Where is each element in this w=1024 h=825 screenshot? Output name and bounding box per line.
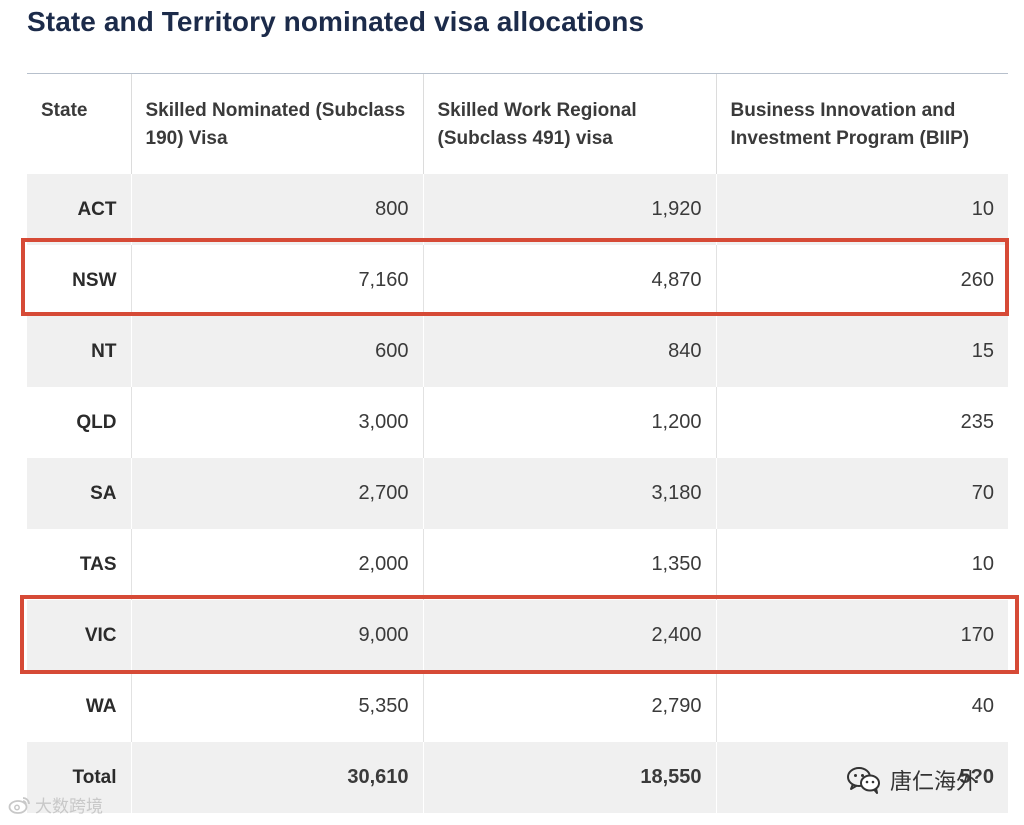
biip-cell: 15: [715, 316, 1008, 387]
table-row: WA 5,350 2,790 40: [27, 671, 1008, 742]
sc491-cell: 2,790: [422, 671, 716, 742]
weibo-icon: [8, 795, 32, 815]
wechat-watermark-text: 唐仁海外: [890, 769, 979, 794]
weibo-watermark-text: 大数跨境: [35, 797, 103, 816]
biip-cell: 235: [715, 387, 1008, 458]
total-label-cell: Total: [27, 742, 131, 813]
visa-allocation-table: State Skilled Nominated (Subclass 190) V…: [27, 74, 1008, 813]
sc190-cell: 9,000: [130, 600, 423, 671]
table-row: ACT 800 1,920 10: [27, 174, 1008, 245]
sc491-cell: 3,180: [422, 458, 716, 529]
header-subclass-190: Skilled Nominated (Subclass 190) Visa: [130, 74, 423, 174]
biip-cell: 170: [715, 600, 1008, 671]
biip-cell: 70: [715, 458, 1008, 529]
sc190-cell: 2,000: [130, 529, 423, 600]
sc190-cell: 3,000: [130, 387, 423, 458]
sc190-cell: 7,160: [130, 245, 423, 316]
wechat-icon: [846, 766, 882, 794]
state-cell: VIC: [27, 600, 131, 671]
state-cell: QLD: [27, 387, 131, 458]
sc190-cell: 800: [130, 174, 423, 245]
sc491-cell: 4,870: [422, 245, 716, 316]
table-row: SA 2,700 3,180 70: [27, 458, 1008, 529]
table-top-rule: [27, 73, 1008, 74]
total-biip-cell: 5?0: [715, 742, 1008, 813]
table-row: QLD 3,000 1,200 235: [27, 387, 1008, 458]
state-cell: NT: [27, 316, 131, 387]
sc491-cell: 2,400: [422, 600, 716, 671]
weibo-watermark: 大数跨境: [8, 792, 103, 817]
state-cell: ACT: [27, 174, 131, 245]
biip-cell: 10: [715, 529, 1008, 600]
state-cell: SA: [27, 458, 131, 529]
table-row: NSW 7,160 4,870 260: [27, 245, 1008, 316]
table-header-row: State Skilled Nominated (Subclass 190) V…: [27, 74, 1008, 174]
state-cell: NSW: [27, 245, 131, 316]
table-row: NT 600 840 15: [27, 316, 1008, 387]
sc190-cell: 2,700: [130, 458, 423, 529]
sc190-cell: 5,350: [130, 671, 423, 742]
state-cell: WA: [27, 671, 131, 742]
sc190-cell: 600: [130, 316, 423, 387]
biip-cell: 10: [715, 174, 1008, 245]
table-row: TAS 2,000 1,350 10: [27, 529, 1008, 600]
state-cell: TAS: [27, 529, 131, 600]
sc491-cell: 1,350: [422, 529, 716, 600]
page-title: State and Territory nominated visa alloc…: [27, 6, 645, 37]
header-biip: Business Innovation and Investment Progr…: [715, 74, 1008, 174]
biip-cell: 260: [715, 245, 1008, 316]
header-state: State: [41, 100, 88, 121]
wechat-watermark: 唐仁海外: [846, 764, 978, 796]
header-subclass-491: Skilled Work Regional (Subclass 491) vis…: [422, 74, 716, 174]
sc491-cell: 1,920: [422, 174, 716, 245]
table-row: VIC 9,000 2,400 170: [27, 600, 1008, 671]
total-row: Total 30,610 18,550 5?0: [27, 742, 1008, 813]
sc491-cell: 1,200: [422, 387, 716, 458]
sc491-cell: 840: [422, 316, 716, 387]
total-sc491-cell: 18,550: [422, 742, 716, 813]
biip-cell: 40: [715, 671, 1008, 742]
total-sc190-cell: 30,610: [130, 742, 423, 813]
